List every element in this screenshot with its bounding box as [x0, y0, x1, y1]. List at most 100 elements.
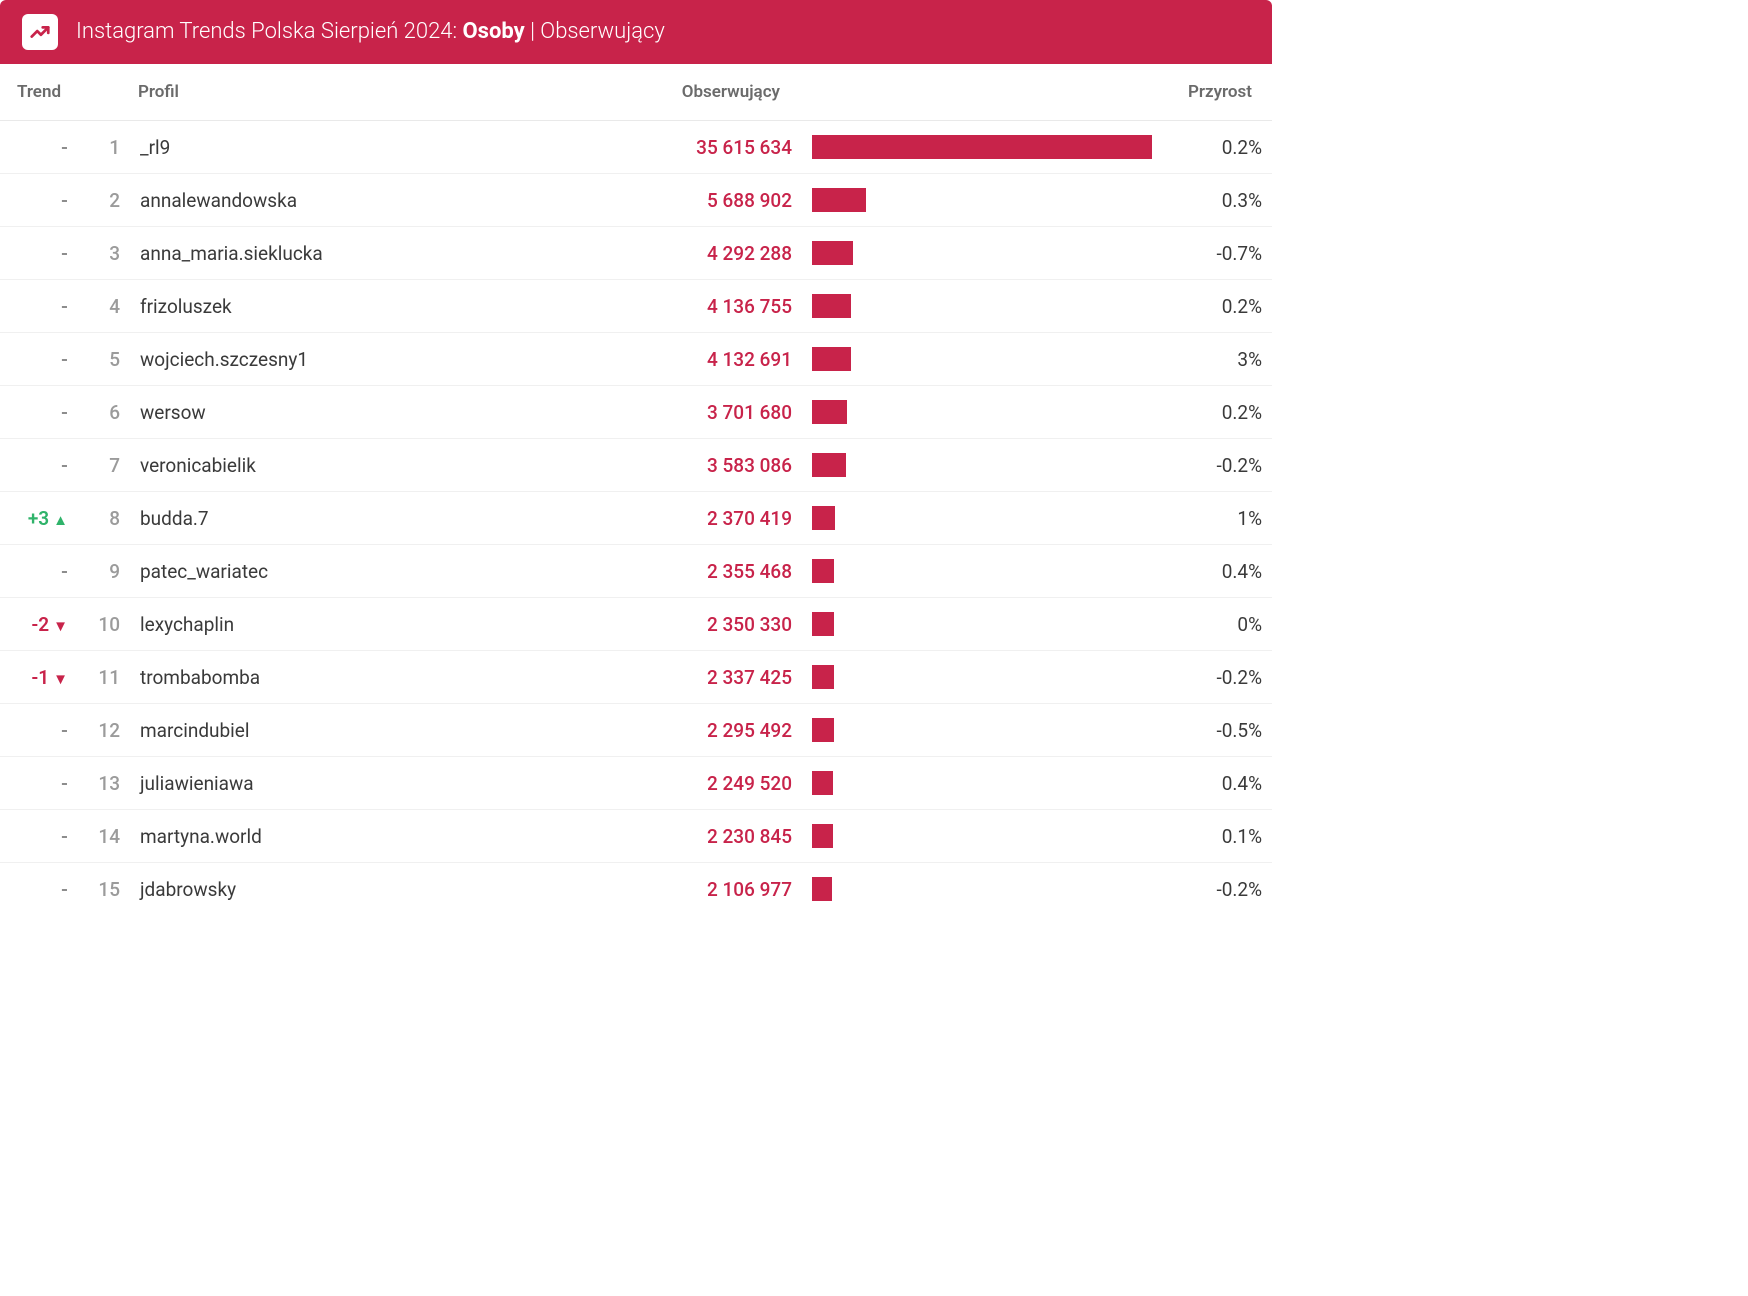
bar-cell — [802, 863, 1162, 916]
arrow-up-icon: ▲ — [53, 511, 68, 529]
table-row[interactable]: -1_rl935 615 6340.2% — [0, 121, 1272, 174]
rank-cell: 3 — [78, 227, 130, 280]
bar-cell — [802, 704, 1162, 757]
bar-fill — [812, 453, 846, 477]
profile-cell[interactable]: juliawieniawa — [130, 757, 622, 810]
bar-track — [812, 612, 1152, 636]
bar-cell — [802, 492, 1162, 545]
bar-fill — [812, 559, 834, 583]
bar-cell — [802, 333, 1162, 386]
trend-cell: -2▼ — [0, 598, 78, 651]
title-prefix: Instagram Trends Polska Sierpień 2024: — [76, 19, 462, 44]
trend-cell: - — [0, 333, 78, 386]
rank-cell: 10 — [78, 598, 130, 651]
followers-cell: 3 583 086 — [622, 439, 802, 492]
table-row[interactable]: -9patec_wariatec2 355 4680.4% — [0, 545, 1272, 598]
profile-cell[interactable]: marcindubiel — [130, 704, 622, 757]
trend-icon — [22, 14, 58, 50]
bar-cell — [802, 227, 1162, 280]
table-row[interactable]: -12marcindubiel2 295 492-0.5% — [0, 704, 1272, 757]
rank-cell: 8 — [78, 492, 130, 545]
profile-cell[interactable]: anna_maria.sieklucka — [130, 227, 622, 280]
followers-cell: 2 295 492 — [622, 704, 802, 757]
arrow-down-icon: ▼ — [53, 617, 68, 635]
profile-cell[interactable]: lexychaplin — [130, 598, 622, 651]
table-header-row: Trend Profil Obserwujący Przyrost — [0, 64, 1272, 121]
bar-fill — [812, 347, 851, 371]
profile-cell[interactable]: _rl9 — [130, 121, 622, 174]
col-header-followers[interactable]: Obserwujący — [622, 64, 802, 121]
col-header-bar — [802, 64, 1162, 121]
table-row[interactable]: -14martyna.world2 230 8450.1% — [0, 810, 1272, 863]
profile-cell[interactable]: wersow — [130, 386, 622, 439]
rank-cell: 5 — [78, 333, 130, 386]
rank-cell: 13 — [78, 757, 130, 810]
bar-track — [812, 718, 1152, 742]
table-row[interactable]: -1▼11trombabomba2 337 425-0.2% — [0, 651, 1272, 704]
growth-cell: 0% — [1162, 598, 1272, 651]
growth-cell: 0.1% — [1162, 810, 1272, 863]
profile-cell[interactable]: jdabrowsky — [130, 863, 622, 916]
followers-cell: 2 106 977 — [622, 863, 802, 916]
table-row[interactable]: -6wersow3 701 6800.2% — [0, 386, 1272, 439]
table-row[interactable]: -2▼10lexychaplin2 350 3300% — [0, 598, 1272, 651]
profile-cell[interactable]: trombabomba — [130, 651, 622, 704]
growth-cell: 0.2% — [1162, 121, 1272, 174]
ranking-table: Trend Profil Obserwujący Przyrost -1_rl9… — [0, 64, 1272, 915]
profile-cell[interactable]: frizoluszek — [130, 280, 622, 333]
table-row[interactable]: -15jdabrowsky2 106 977-0.2% — [0, 863, 1272, 916]
profile-cell[interactable]: patec_wariatec — [130, 545, 622, 598]
ranking-table-body: -1_rl935 615 6340.2%-2annalewandowska5 6… — [0, 121, 1272, 916]
followers-cell: 35 615 634 — [622, 121, 802, 174]
rank-cell: 9 — [78, 545, 130, 598]
bar-fill — [812, 506, 835, 530]
bar-track — [812, 188, 1152, 212]
col-header-growth[interactable]: Przyrost — [1162, 64, 1272, 121]
bar-cell — [802, 757, 1162, 810]
bar-track — [812, 559, 1152, 583]
growth-cell: -0.2% — [1162, 863, 1272, 916]
col-header-profile[interactable]: Profil — [130, 64, 622, 121]
bar-fill — [812, 877, 832, 901]
bar-track — [812, 771, 1152, 795]
table-row[interactable]: -7veronicabielik3 583 086-0.2% — [0, 439, 1272, 492]
growth-cell: 1% — [1162, 492, 1272, 545]
arrow-down-icon: ▼ — [53, 670, 68, 688]
profile-cell[interactable]: martyna.world — [130, 810, 622, 863]
widget-title: Instagram Trends Polska Sierpień 2024: O… — [76, 19, 665, 45]
bar-cell — [802, 386, 1162, 439]
followers-cell: 2 355 468 — [622, 545, 802, 598]
trend-down-indicator: -1▼ — [31, 666, 68, 689]
followers-cell: 4 292 288 — [622, 227, 802, 280]
trend-cell: - — [0, 227, 78, 280]
profile-cell[interactable]: budda.7 — [130, 492, 622, 545]
bar-cell — [802, 174, 1162, 227]
bar-fill — [812, 771, 833, 795]
profile-cell[interactable]: annalewandowska — [130, 174, 622, 227]
table-row[interactable]: -5wojciech.szczesny14 132 6913% — [0, 333, 1272, 386]
trend-cell: - — [0, 386, 78, 439]
profile-cell[interactable]: veronicabielik — [130, 439, 622, 492]
table-row[interactable]: -13juliawieniawa2 249 5200.4% — [0, 757, 1272, 810]
trend-up-indicator: +3▲ — [28, 507, 68, 530]
table-row[interactable]: +3▲8budda.72 370 4191% — [0, 492, 1272, 545]
growth-cell: 0.2% — [1162, 386, 1272, 439]
trend-cell: - — [0, 174, 78, 227]
trend-cell: +3▲ — [0, 492, 78, 545]
bar-track — [812, 135, 1152, 159]
followers-cell: 5 688 902 — [622, 174, 802, 227]
table-row[interactable]: -3anna_maria.sieklucka4 292 288-0.7% — [0, 227, 1272, 280]
growth-cell: 0.2% — [1162, 280, 1272, 333]
trend-cell: - — [0, 810, 78, 863]
followers-cell: 2 337 425 — [622, 651, 802, 704]
rank-cell: 7 — [78, 439, 130, 492]
table-row[interactable]: -2annalewandowska5 688 9020.3% — [0, 174, 1272, 227]
bar-track — [812, 824, 1152, 848]
profile-cell[interactable]: wojciech.szczesny1 — [130, 333, 622, 386]
rank-cell: 11 — [78, 651, 130, 704]
table-row[interactable]: -4frizoluszek4 136 7550.2% — [0, 280, 1272, 333]
bar-fill — [812, 188, 866, 212]
trend-cell: - — [0, 439, 78, 492]
rank-cell: 12 — [78, 704, 130, 757]
col-header-trend[interactable]: Trend — [0, 64, 78, 121]
